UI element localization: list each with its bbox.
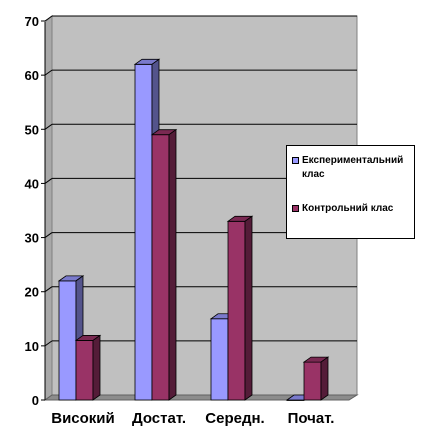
gridline-side-3: [44, 232, 53, 238]
plot-floor: [43, 394, 359, 401]
x-tick-label-3: Почат.: [288, 410, 335, 427]
bar-1-0: [74, 334, 102, 401]
legend: Експериментальний клас Контрольний клас: [286, 145, 415, 239]
bars: [57, 58, 330, 401]
y-tick-label-6: 60: [25, 68, 39, 83]
y-tick-label-3: 30: [25, 231, 39, 246]
gridline-side-6: [44, 69, 53, 76]
gridline-side-1: [44, 340, 53, 347]
gridline-side-5: [44, 123, 53, 130]
y-tick-label-7: 70: [25, 14, 39, 29]
bar-front-1-1: [151, 134, 170, 401]
bar-side-1-3: [320, 356, 329, 401]
y-tick-label-1: 10: [25, 339, 39, 354]
x-tick-label-0: Високий: [51, 410, 115, 427]
bar-side-1-2: [244, 215, 253, 401]
y-tick-label-4: 40: [25, 176, 39, 191]
x-tick-label-2: Середн.: [205, 410, 264, 427]
bar-front-1-2: [227, 220, 246, 401]
bar-front-1-0: [75, 340, 94, 401]
legend-item-experimental: Експериментальний клас: [292, 154, 414, 182]
bar-side-1-0: [92, 334, 101, 401]
y-tick-label-0: 0: [32, 393, 39, 408]
y-tick-label-2: 20: [25, 285, 39, 300]
bar-front-0-1: [134, 63, 153, 401]
gridline-side-7: [44, 15, 53, 22]
gridline-side-4: [44, 178, 53, 184]
bar-1-1: [150, 128, 178, 401]
bar-front-1-3: [303, 361, 322, 401]
bar-1-3: [302, 356, 330, 401]
legend-item-control: Контрольний клас: [292, 202, 414, 216]
legend-label-experimental: Експериментальний клас: [302, 155, 404, 180]
x-tick-label-1: Достат.: [132, 410, 186, 427]
gridline-side-2: [44, 286, 53, 293]
legend-swatch-control: [292, 205, 299, 212]
y-axis-ticks: 0 10 20 30 40 50 60 70: [25, 14, 45, 408]
plot-side-wall: [44, 14, 53, 401]
x-axis-ticks: Високий Достат. Середн. Почат.: [51, 410, 334, 427]
bar-1-2: [226, 215, 254, 401]
bar-front-0-2: [210, 318, 229, 401]
legend-label-control: Контрольний клас: [302, 203, 394, 214]
bar-front-0-0: [58, 280, 77, 401]
y-tick-label-5: 50: [25, 122, 39, 137]
legend-swatch-experimental: [292, 157, 299, 164]
bar-side-1-1: [168, 128, 177, 401]
